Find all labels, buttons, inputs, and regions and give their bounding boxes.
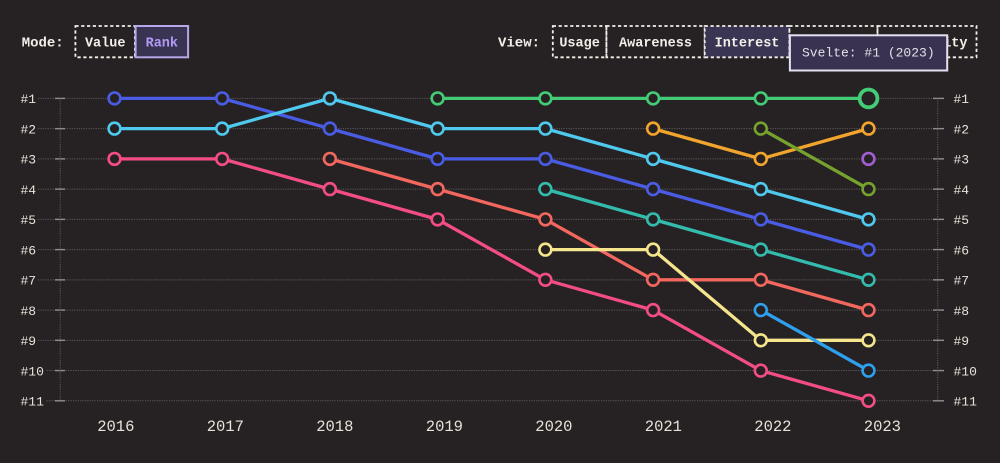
svg-text:#4: #4: [21, 183, 37, 198]
svg-text:#5: #5: [21, 213, 37, 228]
svg-text:#4: #4: [954, 183, 970, 198]
svg-text:#11: #11: [21, 395, 45, 410]
svg-text:2019: 2019: [426, 418, 463, 436]
svg-text:#1: #1: [954, 92, 970, 107]
svg-text:#6: #6: [954, 243, 970, 258]
svg-text:#8: #8: [954, 304, 970, 319]
svg-text:#2: #2: [21, 122, 37, 137]
svg-text:Usage: Usage: [559, 36, 600, 51]
svg-text:Awareness: Awareness: [619, 36, 692, 51]
svg-text:2017: 2017: [207, 418, 244, 436]
svg-text:2021: 2021: [645, 418, 682, 436]
svg-text:#3: #3: [954, 153, 970, 168]
svg-text:View:: View:: [498, 35, 540, 51]
svg-text:#3: #3: [21, 153, 37, 168]
svg-text:Interest: Interest: [715, 36, 780, 51]
svg-text:2020: 2020: [535, 418, 572, 436]
svg-text:Svelte: #1 (2023): Svelte: #1 (2023): [802, 46, 935, 61]
svg-text:2018: 2018: [316, 418, 353, 436]
svg-text:#2: #2: [954, 122, 970, 137]
svg-text:#9: #9: [954, 334, 970, 349]
svg-text:#8: #8: [21, 304, 37, 319]
svg-text:#5: #5: [954, 213, 970, 228]
svg-text:#9: #9: [21, 334, 37, 349]
svg-text:Value: Value: [85, 36, 126, 51]
svg-text:2016: 2016: [97, 418, 134, 436]
svg-text:#10: #10: [954, 364, 977, 379]
svg-text:#7: #7: [954, 274, 970, 289]
svg-text:2023: 2023: [864, 418, 901, 436]
svg-text:#7: #7: [21, 274, 37, 289]
svg-text:2022: 2022: [754, 418, 791, 436]
svg-text:#10: #10: [21, 364, 44, 379]
svg-text:#1: #1: [21, 92, 37, 107]
svg-text:#6: #6: [21, 243, 37, 258]
svg-text:Mode:: Mode:: [22, 35, 64, 51]
svg-text:Rank: Rank: [146, 36, 178, 51]
svg-text:#11: #11: [954, 395, 978, 410]
